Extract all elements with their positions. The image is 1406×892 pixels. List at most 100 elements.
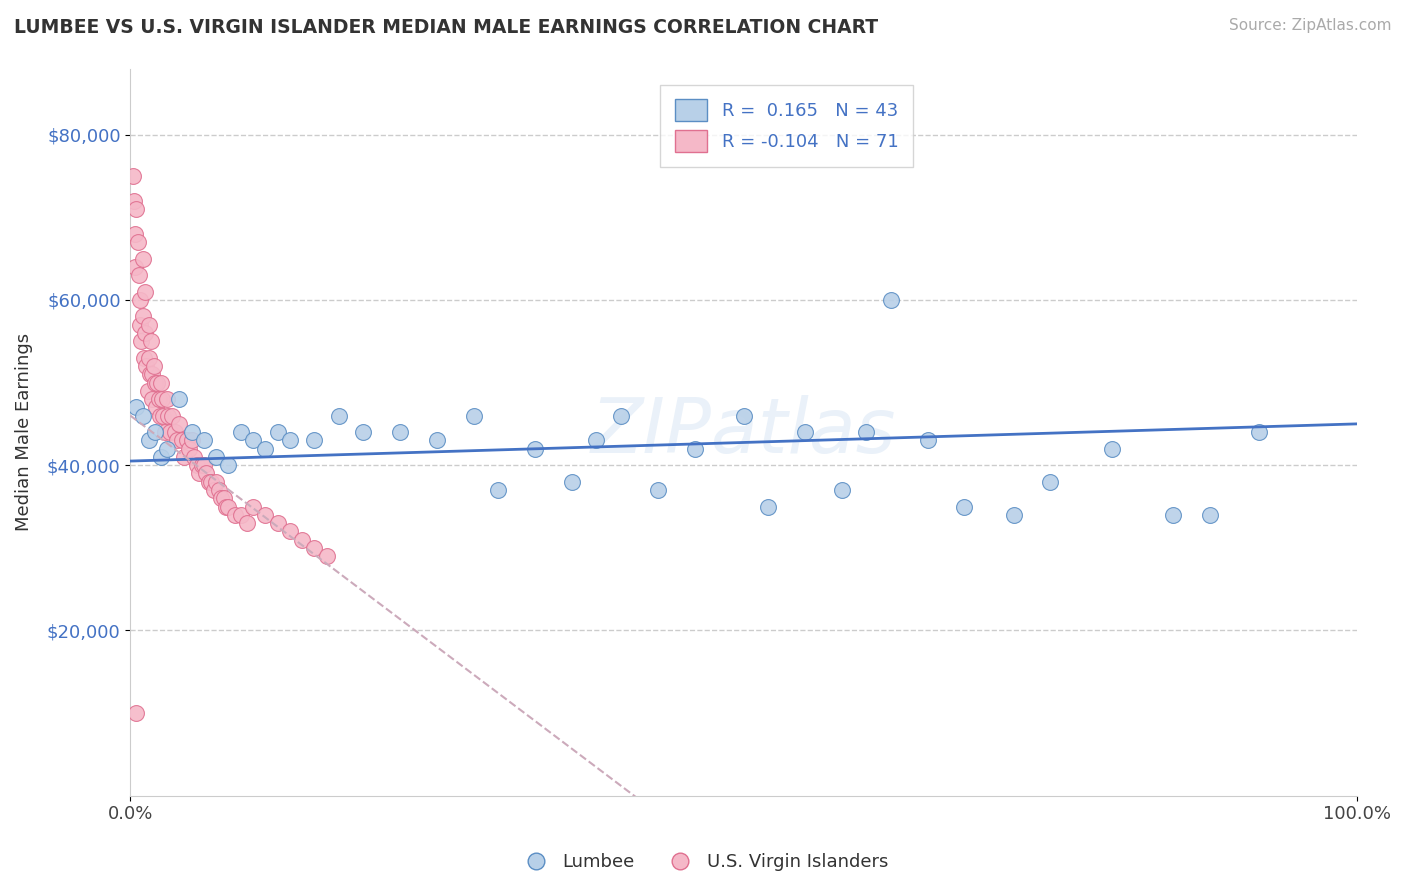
Point xyxy=(304,541,326,555)
Point xyxy=(138,318,160,332)
Point xyxy=(1161,508,1184,522)
Legend: R =  0.165   N = 43, R = -0.104   N = 71: R = 0.165 N = 43, R = -0.104 N = 71 xyxy=(661,85,912,167)
Point xyxy=(145,401,167,415)
Point xyxy=(170,434,193,448)
Point xyxy=(486,483,509,497)
Point xyxy=(524,442,547,456)
Point xyxy=(304,434,326,448)
Point xyxy=(266,425,288,439)
Point xyxy=(138,351,160,365)
Point xyxy=(150,450,173,464)
Point xyxy=(131,334,153,349)
Point xyxy=(150,392,173,406)
Point xyxy=(212,491,235,506)
Point xyxy=(242,434,264,448)
Point xyxy=(152,409,174,423)
Point xyxy=(1198,508,1220,522)
Point xyxy=(156,442,179,456)
Point xyxy=(647,483,669,497)
Point xyxy=(254,442,277,456)
Point xyxy=(254,508,277,522)
Point xyxy=(190,458,212,473)
Point xyxy=(136,384,159,398)
Point xyxy=(143,425,166,439)
Point xyxy=(166,434,188,448)
Point xyxy=(1247,425,1270,439)
Point xyxy=(132,351,155,365)
Point xyxy=(129,293,152,307)
Point xyxy=(200,475,222,489)
Point xyxy=(215,500,238,514)
Point xyxy=(733,409,755,423)
Point xyxy=(125,706,148,720)
Point xyxy=(179,442,201,456)
Point xyxy=(142,359,165,373)
Point xyxy=(125,401,148,415)
Legend: Lumbee, U.S. Virgin Islanders: Lumbee, U.S. Virgin Islanders xyxy=(510,847,896,879)
Point xyxy=(561,475,583,489)
Point xyxy=(208,483,231,497)
Point xyxy=(610,409,633,423)
Point xyxy=(180,425,202,439)
Point xyxy=(122,194,145,208)
Point xyxy=(139,368,162,382)
Point xyxy=(202,483,225,497)
Point xyxy=(138,434,160,448)
Point xyxy=(159,425,181,439)
Point xyxy=(124,260,146,274)
Point xyxy=(229,508,252,522)
Point xyxy=(157,409,180,423)
Point xyxy=(156,392,179,406)
Point xyxy=(291,533,314,547)
Point xyxy=(218,500,240,514)
Text: ZIPatlas: ZIPatlas xyxy=(591,395,897,469)
Y-axis label: Median Male Earnings: Median Male Earnings xyxy=(15,333,32,532)
Point xyxy=(585,434,607,448)
Point xyxy=(121,169,143,183)
Point xyxy=(141,334,163,349)
Point xyxy=(463,409,485,423)
Point xyxy=(149,409,172,423)
Point xyxy=(150,376,173,390)
Point xyxy=(129,318,152,332)
Point xyxy=(315,549,337,563)
Point xyxy=(917,434,939,448)
Point xyxy=(188,467,211,481)
Point xyxy=(176,434,198,448)
Point xyxy=(127,235,149,249)
Point xyxy=(242,500,264,514)
Point xyxy=(756,500,779,514)
Point xyxy=(205,450,228,464)
Point xyxy=(131,252,153,266)
Point xyxy=(186,458,208,473)
Point xyxy=(328,409,350,423)
Point xyxy=(266,516,288,530)
Point xyxy=(193,434,215,448)
Point xyxy=(278,434,301,448)
Point xyxy=(183,450,205,464)
Point xyxy=(195,467,218,481)
Point xyxy=(389,425,412,439)
Point xyxy=(173,450,195,464)
Point xyxy=(198,475,221,489)
Text: LUMBEE VS U.S. VIRGIN ISLANDER MEDIAN MALE EARNINGS CORRELATION CHART: LUMBEE VS U.S. VIRGIN ISLANDER MEDIAN MA… xyxy=(14,18,879,37)
Point xyxy=(278,524,301,539)
Point xyxy=(224,508,246,522)
Point xyxy=(426,434,449,448)
Point xyxy=(131,409,153,423)
Point xyxy=(236,516,259,530)
Point xyxy=(855,425,877,439)
Point xyxy=(148,392,170,406)
Point xyxy=(169,417,191,431)
Point xyxy=(134,326,156,340)
Point xyxy=(831,483,853,497)
Point xyxy=(128,268,150,282)
Point xyxy=(218,458,240,473)
Point xyxy=(683,442,706,456)
Text: Source: ZipAtlas.com: Source: ZipAtlas.com xyxy=(1229,18,1392,33)
Point xyxy=(141,392,163,406)
Point xyxy=(146,376,169,390)
Point xyxy=(1002,508,1025,522)
Point xyxy=(1039,475,1062,489)
Point xyxy=(229,425,252,439)
